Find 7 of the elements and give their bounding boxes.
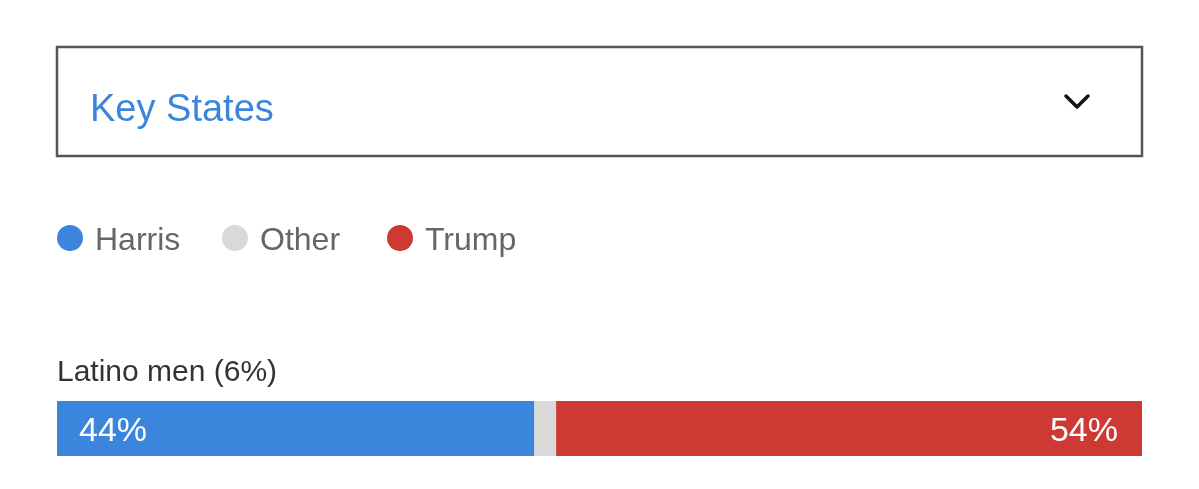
data-label: 54% <box>1049 409 1118 448</box>
legend-label: Trump <box>425 221 517 257</box>
legend-label: Harris <box>95 221 181 257</box>
chart-title: Key States <box>90 87 274 129</box>
y-tick-label: Latino men (6%) <box>57 354 278 387</box>
legend-label: Other <box>260 221 341 257</box>
data-label: 44% <box>79 409 148 448</box>
